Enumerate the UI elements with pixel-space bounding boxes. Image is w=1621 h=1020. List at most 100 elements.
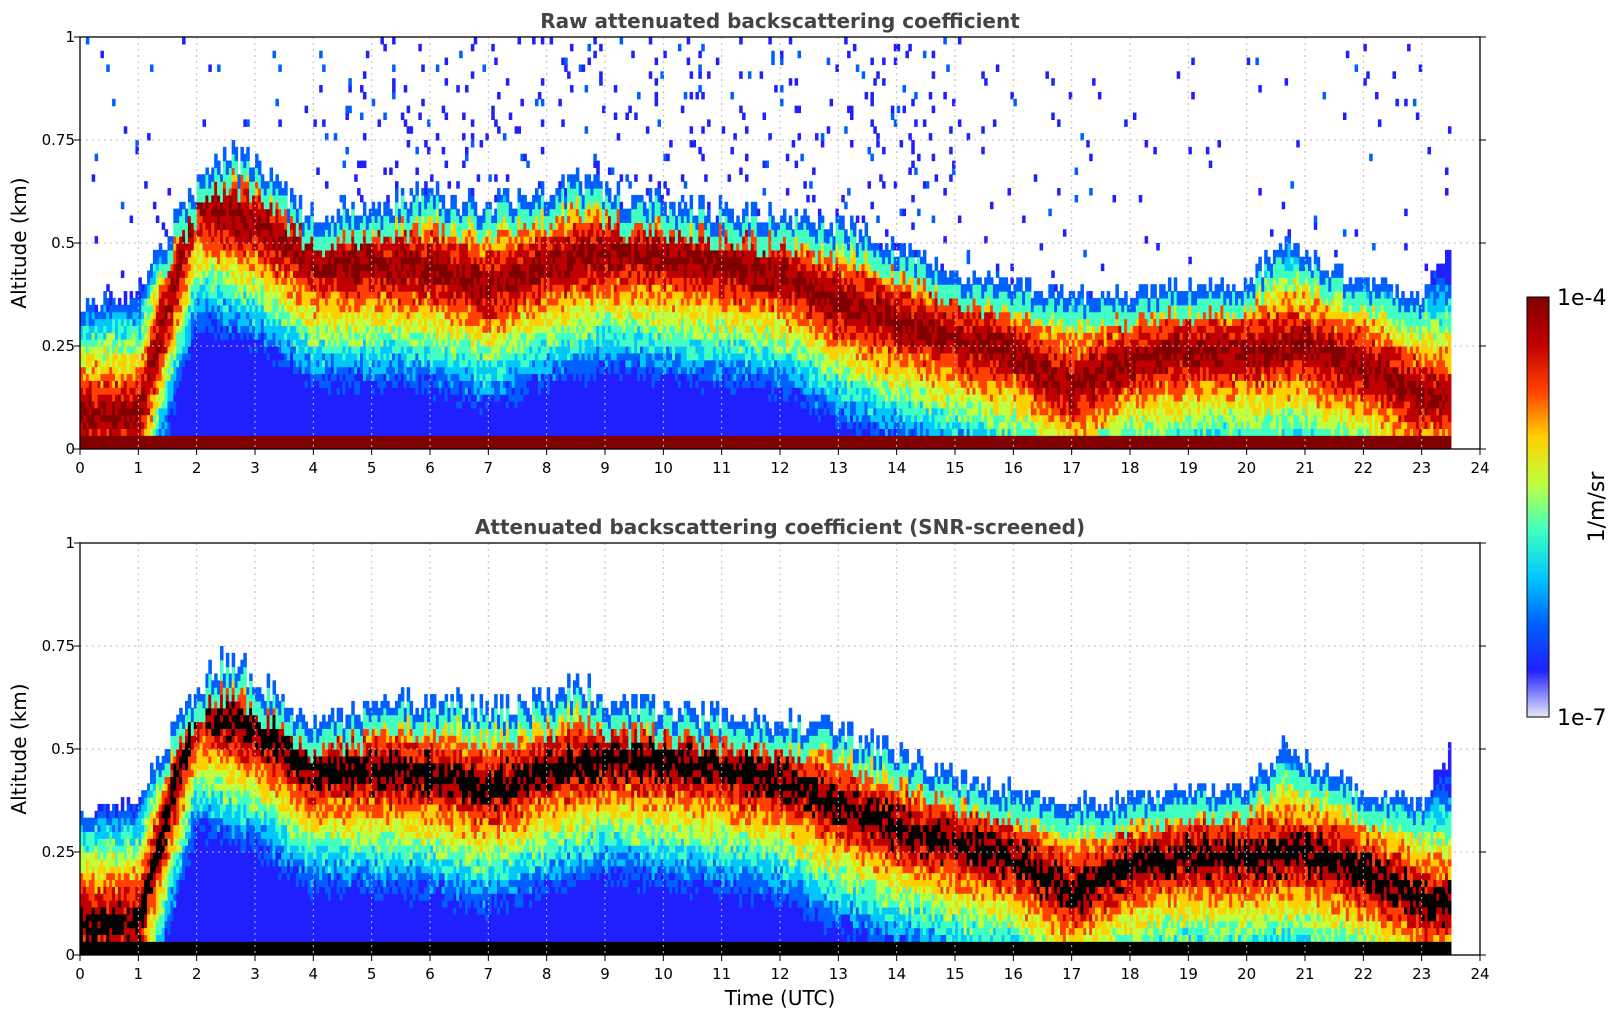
heatmap-cell	[255, 188, 259, 196]
heatmap-cell	[281, 201, 285, 210]
heatmap-cell	[249, 414, 253, 423]
heatmap-cell	[333, 339, 338, 347]
heatmap-cell	[222, 435, 227, 443]
heatmap-cell	[138, 366, 142, 375]
heatmap-cell	[272, 222, 277, 230]
heatmap-cell	[185, 421, 189, 429]
heatmap-cell	[278, 222, 282, 230]
heatmap-cell	[237, 428, 242, 436]
heatmap-cell	[100, 332, 104, 340]
heatmap-cell	[284, 366, 288, 375]
heatmap-cell	[255, 270, 259, 278]
heatmap-cell	[164, 249, 169, 258]
heatmap-cell	[255, 284, 259, 292]
heatmap-cell	[473, 37, 478, 45]
heatmap-cell	[325, 181, 329, 189]
heatmap-cell	[123, 428, 128, 436]
heatmap-cell	[252, 428, 256, 436]
heatmap-cell	[82, 394, 87, 402]
heatmap-cell	[298, 332, 303, 340]
heatmap-cell	[150, 387, 154, 395]
heatmap-cell	[214, 304, 218, 313]
heatmap-cell	[278, 339, 282, 347]
heatmap-cell	[257, 359, 262, 368]
heatmap-cell	[176, 256, 180, 265]
heatmap-cell	[470, 133, 475, 141]
heatmap-cell	[117, 325, 122, 333]
heatmap-cell	[304, 407, 309, 416]
heatmap-cell	[155, 442, 160, 449]
heatmap-cell	[319, 297, 323, 306]
heatmap-cell	[301, 256, 306, 265]
heatmap-cell	[144, 366, 148, 375]
heatmap-cell	[327, 318, 332, 326]
heatmap-cell	[339, 256, 344, 265]
heatmap-cell	[336, 222, 341, 230]
heatmap-cell	[316, 229, 320, 237]
heatmap-cell	[237, 380, 242, 388]
heatmap-cell	[316, 318, 320, 326]
heatmap-cell	[310, 270, 314, 278]
heatmap-cell	[158, 339, 163, 347]
heatmap-cell	[126, 346, 131, 354]
heatmap-cell	[316, 352, 320, 361]
heatmap-cell	[135, 366, 139, 375]
heatmap-cell	[249, 339, 253, 347]
heatmap-cell	[161, 249, 166, 258]
heatmap-cell	[220, 407, 224, 416]
heatmap-cell	[167, 304, 172, 313]
heatmap-cell	[319, 387, 323, 395]
heatmap-cell	[129, 332, 134, 340]
heatmap-cell	[290, 256, 294, 265]
heatmap-cell	[144, 284, 148, 292]
heatmap-cell	[345, 208, 349, 217]
heatmap-cell	[199, 229, 204, 237]
heatmap-cell	[120, 373, 125, 381]
heatmap-cell	[182, 222, 186, 230]
heatmap-cell	[196, 318, 201, 326]
heatmap-cell	[202, 332, 207, 340]
heatmap-cell	[234, 160, 239, 169]
heatmap-cell	[82, 400, 87, 409]
heatmap-cell	[269, 215, 274, 223]
heatmap-cell	[252, 194, 256, 203]
heatmap-cell	[126, 435, 131, 443]
heatmap-cell	[135, 146, 139, 155]
heatmap-cell	[103, 304, 107, 313]
heatmap-cell	[222, 442, 227, 449]
heatmap-cell	[231, 256, 236, 265]
heatmap-cell	[152, 201, 157, 210]
heatmap-cell	[211, 277, 215, 285]
heatmap-cell	[100, 304, 104, 313]
heatmap-cell	[176, 346, 180, 354]
heatmap-cell	[158, 318, 163, 326]
heatmap-cell	[234, 181, 239, 189]
heatmap-cell	[214, 229, 218, 237]
heatmap-cell	[208, 394, 212, 402]
heatmap-cell	[266, 359, 271, 368]
heatmap-cell	[333, 318, 338, 326]
heatmap-cell	[220, 215, 224, 223]
heatmap-cell	[222, 394, 227, 402]
heatmap-cell	[167, 249, 172, 258]
heatmap-cell	[94, 153, 99, 162]
heatmap-cell	[82, 332, 87, 340]
heatmap-cell	[240, 304, 244, 313]
heatmap-cell	[231, 304, 236, 313]
heatmap-cell	[333, 270, 338, 278]
heatmap-cell	[260, 380, 265, 388]
heatmap-cell	[292, 277, 297, 285]
heatmap-cell	[117, 407, 122, 416]
heatmap-cell	[263, 380, 268, 388]
heatmap-cell	[112, 304, 116, 313]
heatmap-cell	[196, 249, 201, 258]
heatmap-cell	[339, 270, 344, 278]
heatmap-cell	[193, 414, 198, 423]
heatmap-cell	[316, 339, 320, 347]
heatmap-cell	[362, 71, 367, 79]
heatmap-cell	[202, 188, 207, 196]
heatmap-cell	[383, 167, 387, 175]
heatmap-cell	[255, 387, 259, 395]
heatmap-cell	[325, 304, 329, 313]
heatmap-cell	[295, 407, 300, 416]
